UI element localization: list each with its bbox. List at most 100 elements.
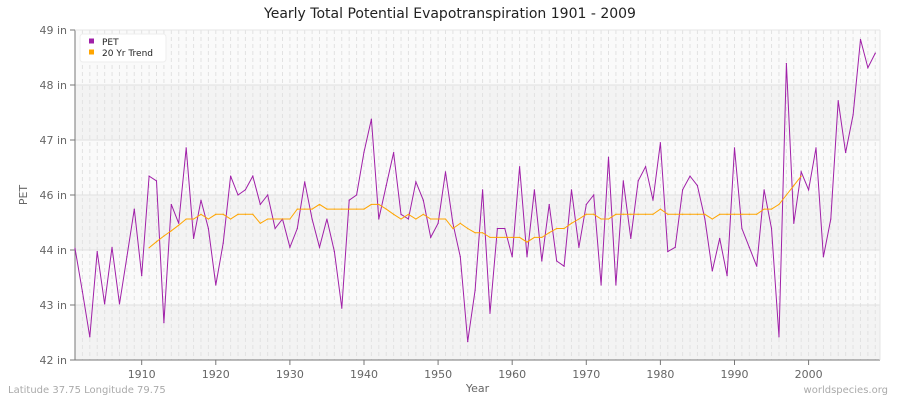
y-axis-label: PET [17,185,30,206]
data-point [845,151,847,154]
data-point [682,189,684,191]
data-point [770,208,773,210]
data-point [215,213,217,215]
data-point [133,208,135,210]
data-point [415,181,417,183]
data-point [533,189,536,191]
data-point [556,227,558,230]
data-point [393,213,395,215]
data-point [244,189,247,191]
data-point [815,147,817,149]
data-point [667,213,669,215]
source-label: worldspecies.org [803,385,888,396]
data-point [252,175,254,177]
data-point [563,227,565,230]
y-tick-label: 49 in [39,24,67,37]
data-point [430,236,432,239]
plot-band [75,140,880,195]
data-point [763,208,765,210]
data-point [519,166,521,168]
data-point [192,237,195,239]
data-point [741,213,743,215]
data-point [318,203,321,206]
data-point [267,194,269,196]
data-point [415,218,417,220]
data-point [644,166,647,168]
data-point [600,284,602,286]
data-point [459,256,461,258]
data-point [378,203,380,206]
data-point [793,184,795,187]
data-point [459,222,461,224]
data-point [837,100,839,102]
data-point [593,194,595,196]
data-point [452,222,454,224]
legend-box [79,33,167,63]
data-point [630,237,632,239]
data-point [563,265,565,267]
data-point [763,189,765,191]
data-point [615,213,617,215]
data-point [185,147,187,149]
data-point [296,208,298,210]
data-point [355,194,358,196]
data-point [178,222,180,224]
data-point [96,250,98,253]
x-tick-label: 1980 [646,368,674,381]
data-point [267,218,269,220]
data-point [252,213,254,215]
x-tick-label: 1950 [424,368,452,381]
data-point [800,175,802,177]
data-point [200,199,202,201]
data-point [385,184,387,187]
data-point [726,213,728,215]
data-point [311,218,313,220]
data-point [659,208,661,210]
data-point [333,208,335,210]
y-tick-label: 44 in [39,244,67,257]
data-point [704,213,706,215]
data-point [148,175,150,177]
data-point [637,180,639,182]
data-point [674,246,676,248]
data-point [489,312,491,314]
data-point [474,232,476,234]
data-point [378,218,380,220]
data-point [504,236,506,239]
data-point [170,203,172,206]
data-point [230,175,232,177]
plot-band [75,30,880,85]
data-point [363,151,365,153]
x-tick-label: 1990 [720,368,748,381]
legend-label: PET [102,38,119,48]
data-point [237,213,239,215]
data-point [289,218,291,220]
data-point [341,208,343,210]
data-point [496,236,498,239]
data-point [341,307,343,309]
data-point [630,213,632,215]
data-point [230,218,232,220]
data-point [163,322,165,324]
data-point [874,52,876,54]
data-point [852,114,854,116]
data-point [118,303,121,305]
chart-title: Yearly Total Potential Evapotranspiratio… [264,6,636,22]
data-point [541,236,543,239]
data-point [778,203,780,206]
data-point [756,265,758,267]
data-point [615,284,617,286]
data-point [770,227,773,230]
data-point [111,246,113,248]
data-point [719,213,721,215]
data-point [556,260,558,262]
data-point [659,142,661,144]
data-point [696,184,699,187]
data-point [170,230,172,232]
data-point [393,151,395,154]
plot-band [75,85,880,140]
data-point [541,260,543,262]
data-point [489,236,491,239]
data-point [481,189,484,191]
data-point [622,213,624,215]
